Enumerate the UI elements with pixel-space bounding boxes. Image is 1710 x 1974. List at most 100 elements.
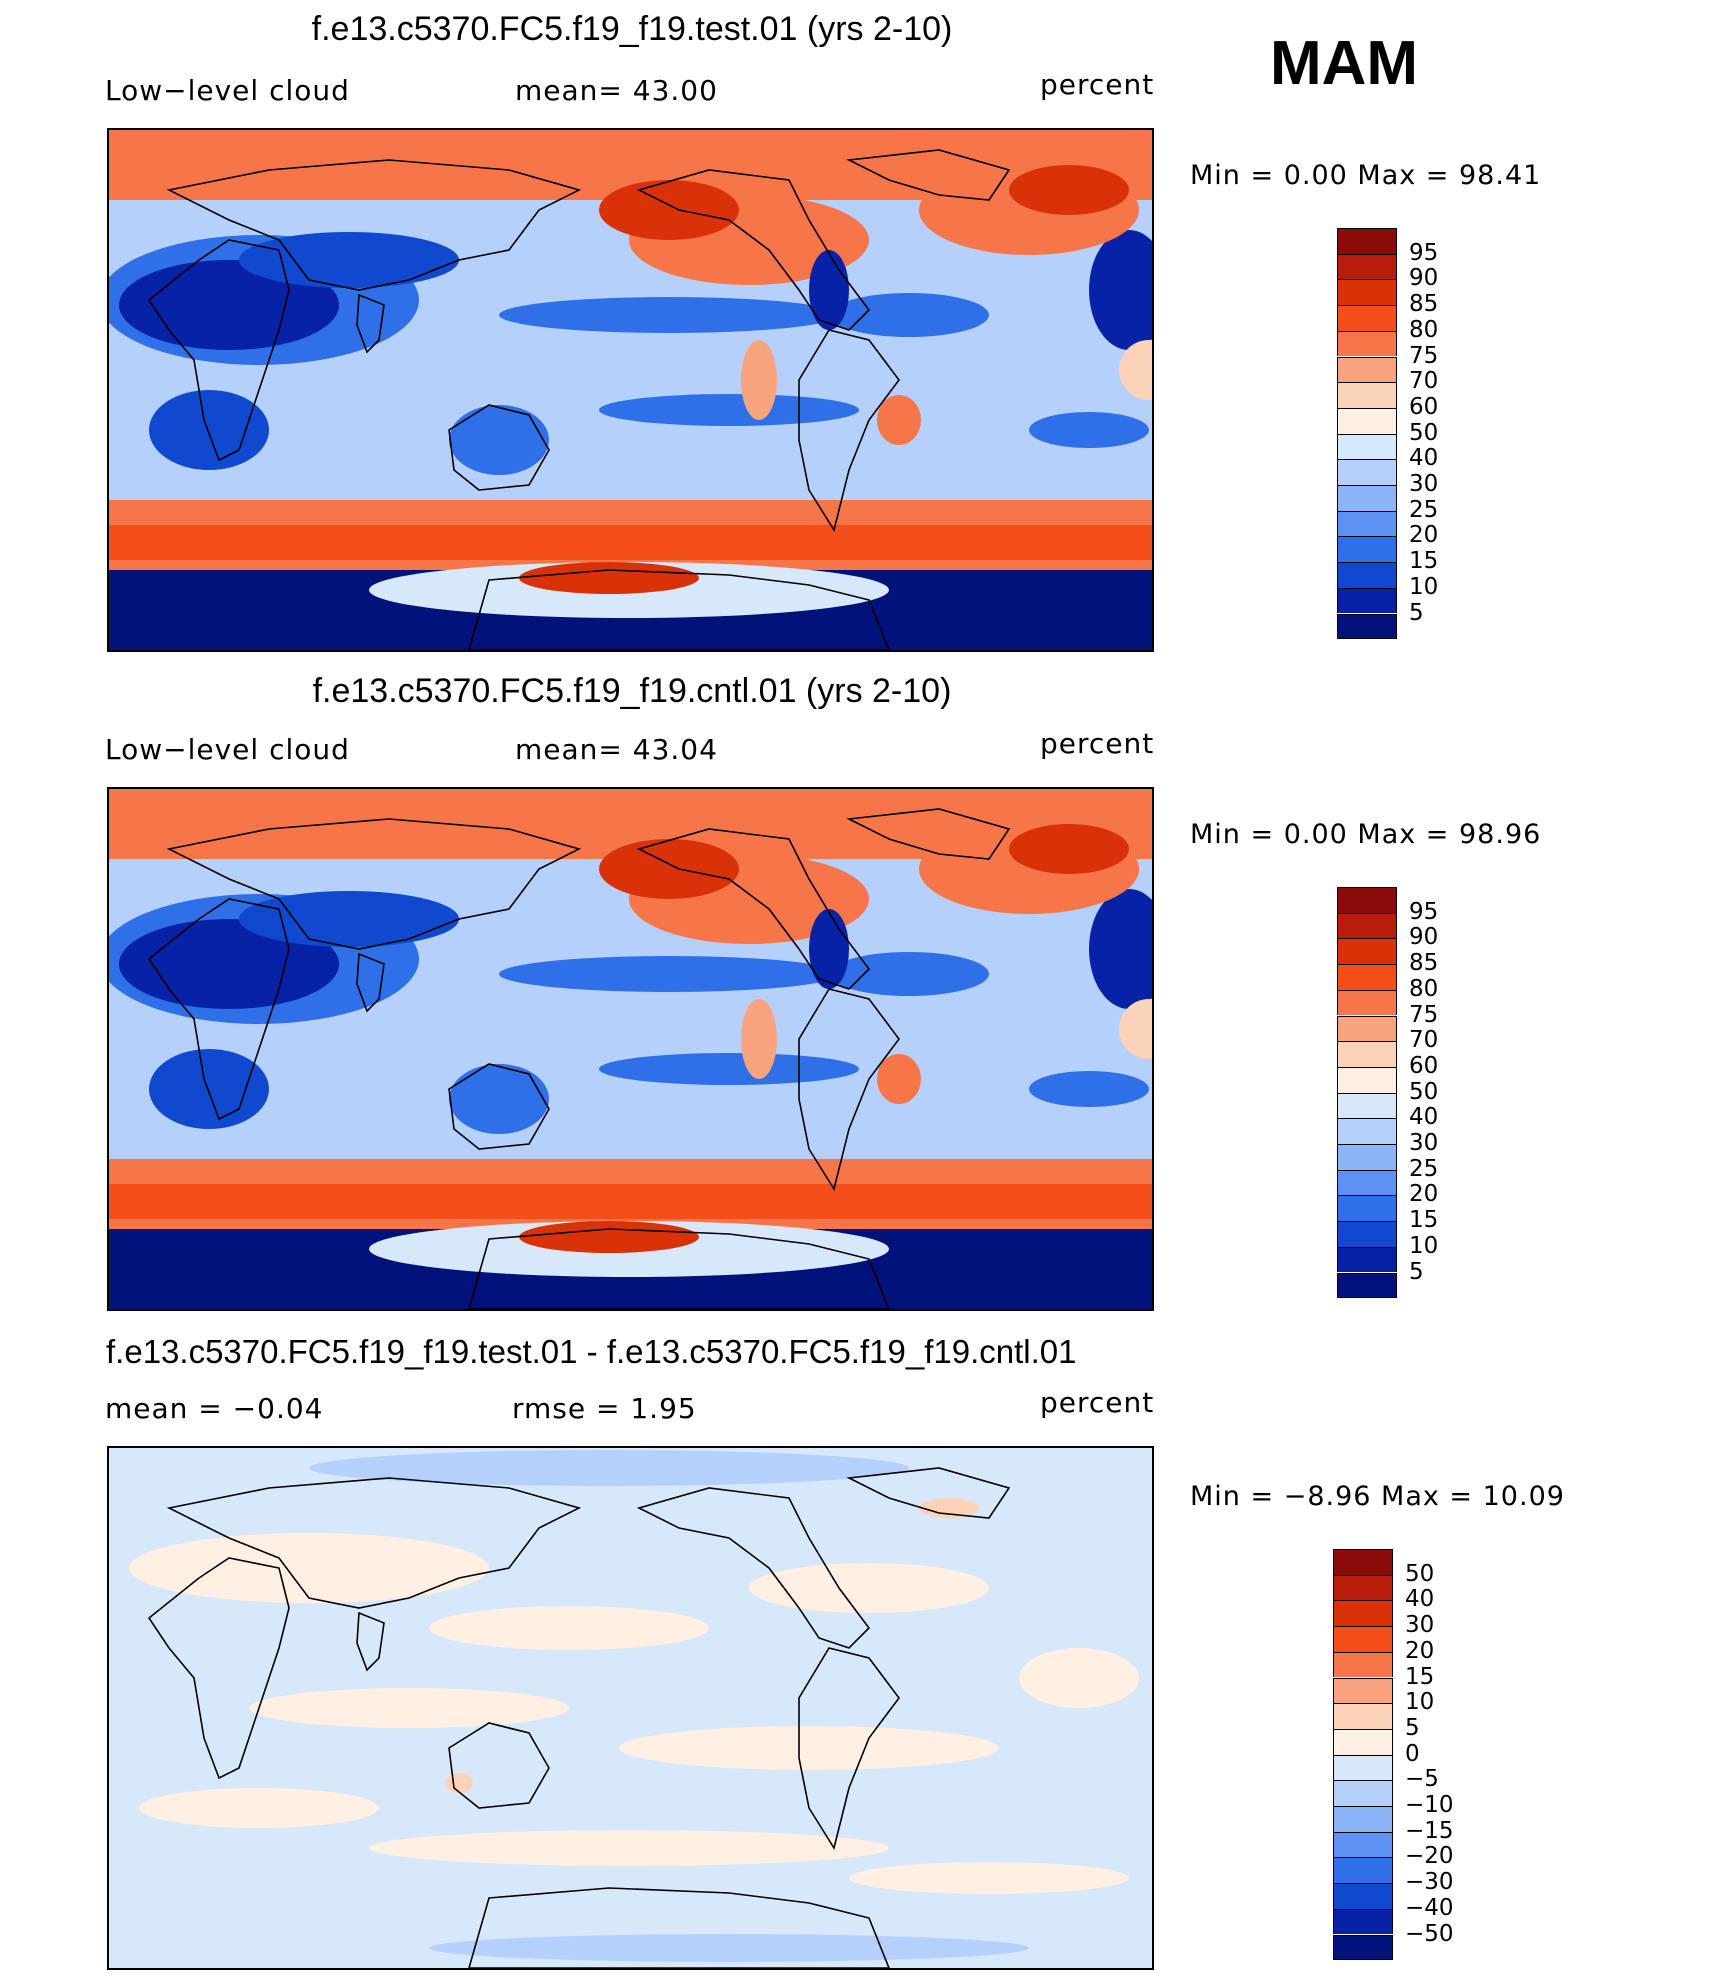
field-label: Low−level cloud (105, 74, 350, 107)
colorbar-tick-label: −30 (1405, 1869, 1454, 1896)
units-label: percent (1040, 68, 1155, 101)
min-max-label: Min = 0.00 Max = 98.96 (1190, 819, 1542, 850)
colorbar-swatch (1337, 510, 1397, 537)
colorbar-swatch (1337, 536, 1397, 563)
colorbar-tick-label: 25 (1409, 496, 1439, 523)
season-label: MAM (1270, 29, 1419, 98)
colorbar-swatch (1337, 228, 1397, 254)
colorbar-tick-label: 50 (1405, 1560, 1435, 1587)
colorbar-tick-label: 80 (1409, 316, 1439, 343)
colorbar-swatch (1333, 1780, 1393, 1806)
colorbar-tick-label: 70 (1409, 368, 1439, 395)
colorbar-swatch (1337, 613, 1397, 640)
colorbar-tick-label: 70 (1409, 1027, 1439, 1054)
colorbar-swatch (1337, 887, 1397, 913)
rmse-label: rmse = 1.95 (512, 1392, 697, 1425)
colorbar-swatch (1337, 964, 1397, 990)
map-plot (107, 128, 1154, 652)
colorbar-swatch (1337, 587, 1397, 614)
colorbar-swatch (1337, 1066, 1397, 1093)
min-max-label: Min = 0.00 Max = 98.41 (1190, 160, 1542, 191)
map-field (109, 130, 1152, 650)
colorbar-tick-label: −40 (1405, 1894, 1454, 1921)
colorbar-swatch (1333, 1626, 1393, 1652)
colorbar-swatch (1337, 433, 1397, 460)
colorbar-tick-label: 40 (1409, 1104, 1439, 1131)
colorbar-swatch (1337, 459, 1397, 485)
panel-title: f.e13.c5370.FC5.f19_f19.test.01 (yrs 2-1… (311, 10, 953, 48)
colorbar-swatch (1337, 305, 1397, 331)
colorbar-tick-label: 30 (1409, 1130, 1439, 1156)
colorbar-swatch (1337, 1195, 1397, 1222)
min-max-label: Min = −8.96 Max = 10.09 (1190, 1481, 1565, 1512)
colorbar-tick-label: 80 (1409, 975, 1439, 1002)
colorbar-tick-label: −10 (1405, 1792, 1454, 1818)
panel-title: f.e13.c5370.FC5.f19_f19.test.01 - f.e13.… (106, 1333, 1077, 1370)
colorbar-tick-label: 30 (1405, 1612, 1435, 1639)
colorbar-swatch (1337, 989, 1397, 1016)
colorbar-tick-label: 20 (1409, 1181, 1439, 1208)
colorbar-swatch (1333, 1677, 1393, 1704)
mean-label: mean= 43.00 (515, 74, 718, 107)
colorbar-swatch (1337, 1246, 1397, 1273)
colorbar-swatch (1333, 1600, 1393, 1627)
colorbar-swatch (1333, 1574, 1393, 1601)
colorbar-swatch (1333, 1728, 1393, 1755)
colorbar-tick-label: 20 (1405, 1637, 1435, 1664)
colorbar-tick-label: 50 (1409, 419, 1439, 446)
colorbar-swatch (1333, 1651, 1393, 1678)
colorbar-swatch (1333, 1754, 1393, 1781)
colorbar-tick-label: 90 (1409, 924, 1439, 951)
panel-test: f.e13.c5370.FC5.f19_f19.test.01 (yrs 2-1… (0, 0, 1710, 656)
colorbar-tick-label: 60 (1409, 393, 1439, 420)
colorbar-swatch (1337, 1092, 1397, 1119)
colorbar-tick-label: −50 (1405, 1920, 1454, 1947)
colorbar-tick-label: 75 (1409, 1001, 1439, 1028)
colorbar-tick-label: 0 (1405, 1740, 1420, 1767)
colorbar-swatch (1333, 1857, 1393, 1884)
units-label: percent (1040, 1386, 1155, 1419)
colorbar-swatch (1337, 1272, 1397, 1299)
panel-title: f.e13.c5370.FC5.f19_f19.cntl.01 (yrs 2-1… (312, 672, 952, 710)
colorbar-swatch (1337, 1221, 1397, 1247)
colorbar-swatch (1337, 382, 1397, 408)
panel-control: f.e13.c5370.FC5.f19_f19.cntl.01 (yrs 2-1… (0, 659, 1710, 1315)
colorbar-tick-label: 10 (1405, 1689, 1435, 1716)
colorbar-swatch (1337, 407, 1397, 434)
colorbar-tick-label: 15 (1405, 1663, 1435, 1690)
colorbar-tick-label: 50 (1409, 1078, 1439, 1105)
colorbar-swatch (1333, 1549, 1393, 1575)
colorbar-tick-label: −20 (1405, 1843, 1454, 1870)
colorbar-swatch (1337, 253, 1397, 280)
colorbar-swatch (1337, 912, 1397, 939)
colorbar-swatch (1333, 1831, 1393, 1858)
colorbar-swatch (1337, 1144, 1397, 1170)
colorbar-tick-label: 95 (1409, 898, 1439, 925)
colorbar-tick-label: −5 (1405, 1766, 1439, 1793)
colorbar-swatch (1333, 1934, 1393, 1961)
colorbar-tick-label: 10 (1409, 1232, 1439, 1259)
colorbar-tick-label: 85 (1409, 950, 1439, 977)
colorbar-tick-label: 15 (1409, 548, 1439, 575)
mean-label: mean= 43.04 (515, 733, 718, 766)
colorbar-tick-label: 30 (1409, 471, 1439, 497)
colorbar-swatch (1333, 1908, 1393, 1935)
colorbar-swatch (1337, 1169, 1397, 1196)
colorbar-swatch (1333, 1806, 1393, 1832)
field-label: Low−level cloud (105, 733, 350, 766)
map-plot (107, 787, 1154, 1311)
colorbar-swatch (1337, 330, 1397, 357)
colorbar-tick-label: 10 (1409, 573, 1439, 600)
colorbar-tick-label: 90 (1409, 265, 1439, 292)
colorbar-swatch (1337, 1041, 1397, 1067)
units-label: percent (1040, 727, 1155, 760)
mean-label: mean = −0.04 (105, 1392, 324, 1425)
map-field (109, 1448, 1152, 1968)
colorbar-swatch (1337, 1118, 1397, 1144)
colorbar-tick-label: 5 (1409, 599, 1424, 626)
colorbar-swatch (1337, 562, 1397, 588)
colorbar-tick-label: 60 (1409, 1052, 1439, 1079)
colorbar-tick-label: 25 (1409, 1155, 1439, 1182)
colorbar-tick-label: 40 (1405, 1586, 1435, 1613)
colorbar-swatch (1333, 1703, 1393, 1729)
